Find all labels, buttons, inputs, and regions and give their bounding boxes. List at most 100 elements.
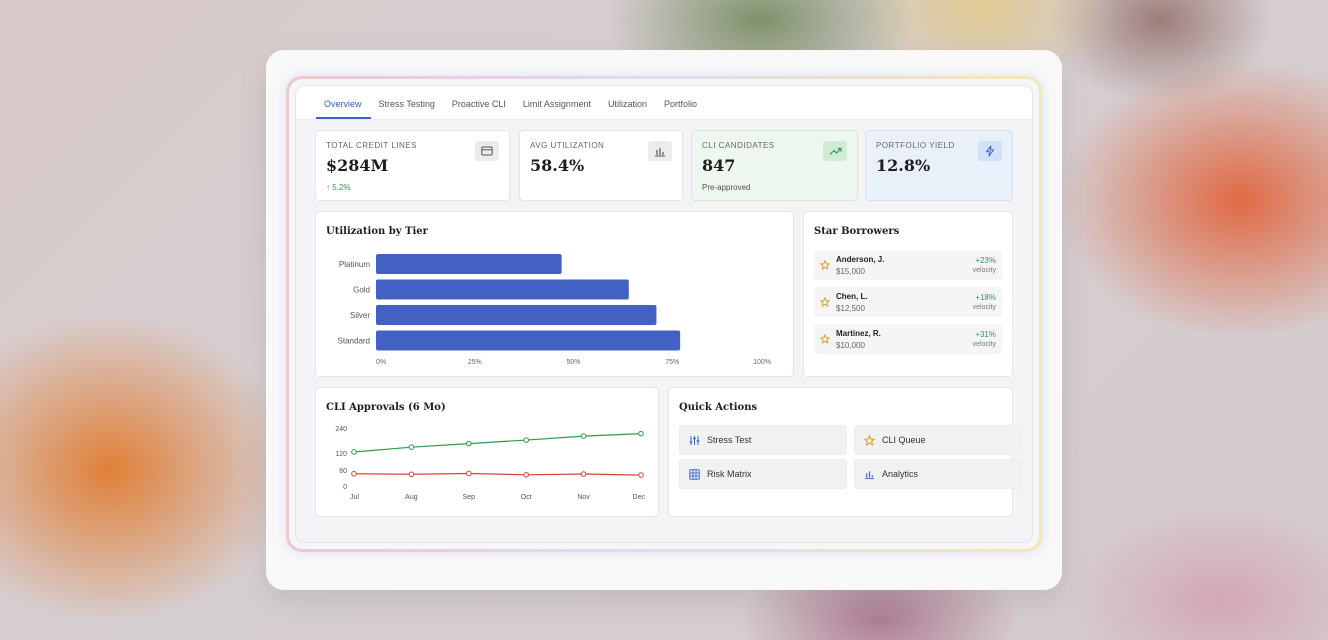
- kpi-label: AVG UTILIZATION: [530, 141, 605, 150]
- bar: [376, 254, 562, 274]
- kpi-value: $284M: [326, 156, 389, 175]
- series-line: [353, 433, 642, 453]
- borrower-change: +18%: [975, 293, 996, 302]
- cli-queue-button[interactable]: CLI Queue: [854, 425, 1022, 455]
- kpi-note: Pre-approved: [702, 183, 751, 192]
- x-tick-label: Aug: [405, 494, 418, 501]
- y-tick-label: 120: [335, 451, 347, 458]
- section-title: Star Borrowers: [814, 226, 900, 237]
- section-title: CLI Approvals (6 Mo): [326, 402, 446, 413]
- analytics-button[interactable]: Analytics: [854, 459, 1022, 489]
- x-tick-label: 0%: [376, 359, 386, 366]
- dashboard-screen: Overview Stress Testing Proactive CLI Li…: [295, 85, 1033, 543]
- star-icon: [820, 260, 830, 270]
- stress-test-button[interactable]: Stress Test: [679, 425, 847, 455]
- bar-category-label: Gold: [353, 286, 370, 295]
- device-frame: Overview Stress Testing Proactive CLI Li…: [266, 50, 1062, 590]
- grid-icon: [689, 468, 700, 480]
- data-point: [408, 471, 415, 478]
- section-title: Utilization by Tier: [326, 226, 428, 237]
- star-borrowers-card: Star Borrowers Anderson, J. $15,000 +23%…: [803, 211, 1013, 377]
- star-icon: [820, 297, 830, 307]
- tab-proactive-cli[interactable]: Proactive CLI: [451, 99, 506, 109]
- risk-matrix-button[interactable]: Risk Matrix: [679, 459, 847, 489]
- series-line: [353, 472, 642, 476]
- lightning-icon: [978, 141, 1002, 161]
- x-tick-label: 50%: [566, 359, 580, 366]
- kpi-value: 847: [702, 156, 736, 175]
- x-tick-label: 100%: [753, 359, 771, 366]
- y-tick-label: 0: [343, 484, 347, 491]
- bar-category-label: Standard: [338, 337, 370, 346]
- button-label: Analytics: [882, 469, 919, 479]
- utilization-bar-chart: Platinum Gold Silver Standard 0% 25% 50% 75% 100…: [338, 254, 771, 366]
- bar: [376, 279, 629, 300]
- data-point: [523, 472, 529, 478]
- data-point: [580, 433, 587, 439]
- borrower-change: +23%: [975, 256, 996, 265]
- x-tick-label: 25%: [468, 359, 482, 366]
- tab-utilization[interactable]: Utilization: [607, 99, 647, 109]
- button-label: CLI Queue: [882, 435, 926, 445]
- x-tick-label: Nov: [577, 494, 590, 501]
- button-label: Risk Matrix: [707, 469, 752, 479]
- data-point: [466, 440, 472, 447]
- borrower-row[interactable]: Anderson, J. $15,000 +23% velocity: [814, 250, 1002, 280]
- borrower-name: Anderson, J.: [836, 255, 885, 264]
- kpi-card-avg-utilization: AVG UTILIZATION 58.4%: [519, 130, 683, 201]
- borrower-name: Martinez, R.: [836, 329, 881, 338]
- x-tick-label: Dec: [633, 494, 646, 501]
- tab-portfolio[interactable]: Portfolio: [663, 99, 697, 109]
- borrower-velocity-label: velocity: [972, 341, 996, 348]
- borrower-velocity-label: velocity: [972, 267, 996, 274]
- kpi-value: 58.4%: [530, 156, 585, 175]
- data-point: [351, 470, 357, 477]
- kpi-card-total-credit-lines: TOTAL CREDIT LINES $284M ↑ 5.2%: [315, 130, 510, 201]
- x-tick-label: 75%: [665, 359, 679, 366]
- borrower-velocity-label: velocity: [972, 304, 996, 311]
- bar-chart-icon: [864, 470, 875, 479]
- bar-category-label: Platinum: [339, 260, 370, 269]
- x-tick-label: Jul: [350, 494, 359, 501]
- section-title: Quick Actions: [679, 402, 758, 413]
- data-point: [408, 444, 415, 450]
- data-point: [580, 471, 587, 477]
- y-tick-label: 240: [335, 426, 347, 433]
- borrower-row[interactable]: Chen, L. $12,500 +18% velocity: [814, 287, 1002, 317]
- button-label: Stress Test: [707, 435, 752, 445]
- data-point: [466, 470, 472, 477]
- star-icon: [820, 334, 830, 344]
- data-point: [638, 472, 644, 478]
- kpi-label: PORTFOLIO YIELD: [876, 141, 955, 150]
- trending-up-icon: [823, 141, 847, 161]
- bar: [376, 305, 657, 325]
- kpi-change: ↑ 5.2%: [326, 183, 351, 192]
- sliders-icon: [689, 435, 700, 445]
- borrower-amount: $15,000: [836, 267, 865, 276]
- tab-overview[interactable]: Overview: [316, 99, 371, 119]
- tab-limit-assignment[interactable]: Limit Assignment: [522, 99, 591, 109]
- x-tick-label: Oct: [521, 494, 532, 501]
- kpi-value: 12.8%: [876, 156, 931, 175]
- data-point: [523, 437, 529, 443]
- borrower-amount: $12,500: [836, 304, 865, 313]
- y-tick-label: 60: [339, 468, 347, 475]
- x-tick-label: Sep: [463, 494, 476, 501]
- bar: [376, 330, 681, 351]
- kpi-label: TOTAL CREDIT LINES: [326, 141, 417, 150]
- credit-card-icon: [475, 141, 499, 161]
- borrower-change: +31%: [975, 330, 996, 339]
- tab-stress-testing[interactable]: Stress Testing: [378, 99, 435, 109]
- kpi-card-portfolio-yield: PORTFOLIO YIELD 12.8%: [865, 130, 1013, 201]
- borrower-amount: $10,000: [836, 341, 865, 350]
- quick-actions-card: Quick Actions Stress Test CLI Queue Risk…: [668, 387, 1022, 517]
- kpi-label: CLI CANDIDATES: [702, 141, 775, 150]
- data-point: [351, 449, 357, 455]
- data-point: [638, 430, 644, 437]
- bar-category-label: Silver: [350, 311, 370, 320]
- star-icon: [864, 434, 875, 446]
- cli-approvals-card: CLI Approvals (6 Mo) 240 120 60 0 Jul Aug Sep O…: [315, 387, 659, 517]
- kpi-card-cli-candidates: CLI CANDIDATES 847 Pre-approved: [691, 130, 858, 201]
- borrower-row[interactable]: Martinez, R. $10,000 +31% velocity: [814, 324, 1002, 354]
